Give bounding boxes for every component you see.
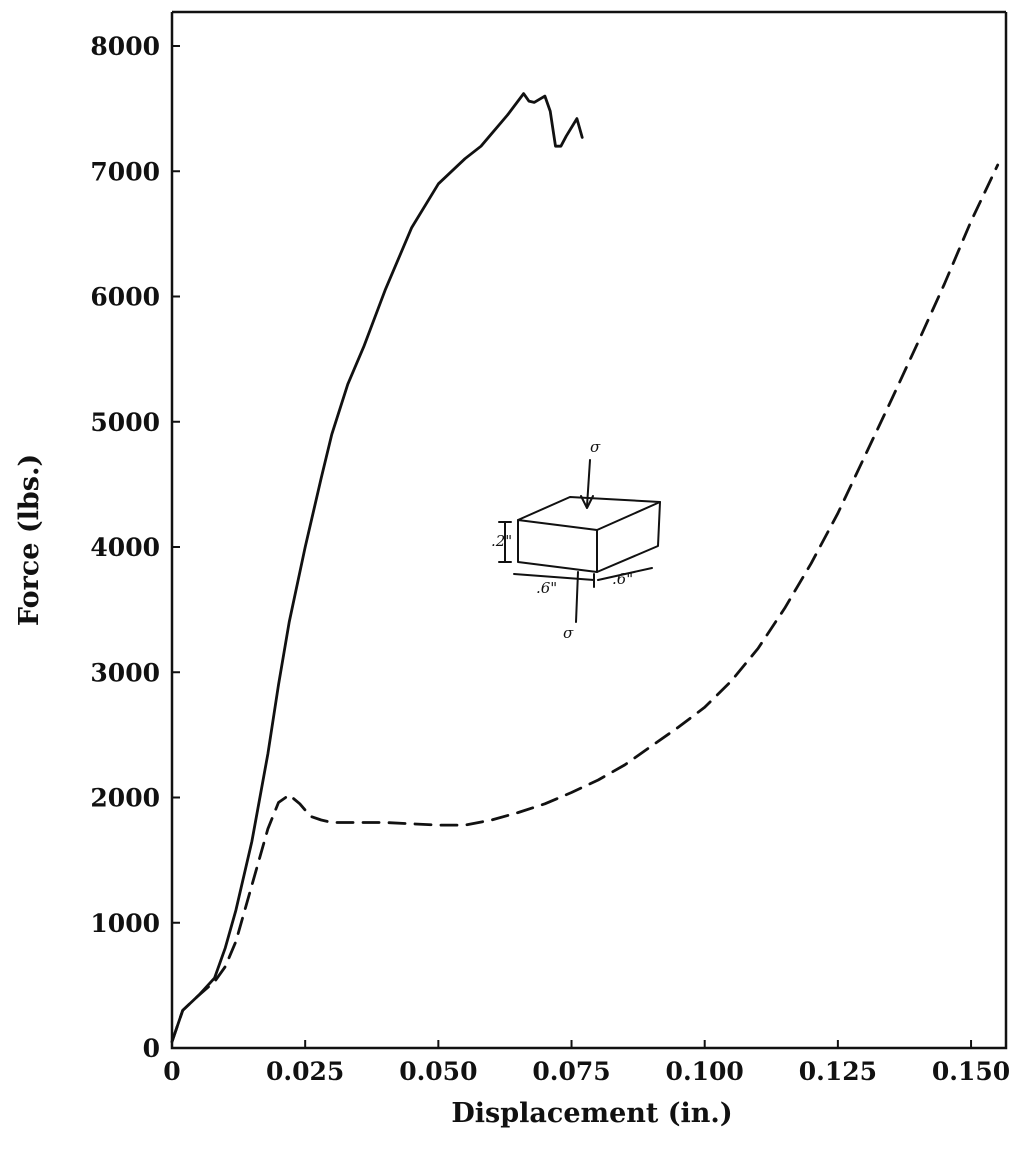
load-label-top: σ	[590, 438, 601, 456]
depth-dimension-label: .6"	[612, 570, 633, 588]
x-tick-label: 0	[163, 1057, 180, 1086]
load-label-bottom: σ	[563, 624, 574, 642]
x-tick-label: 0.125	[799, 1057, 877, 1086]
block-front-face	[517, 519, 598, 573]
plot-frame	[170, 10, 1008, 1050]
x-axis-ticks: 0 0.025 0.050 0.075 0.100 0.125 0.150	[163, 1040, 1010, 1086]
block-top-face	[517, 496, 661, 531]
y-tick-label: 2000	[90, 784, 160, 813]
y-tick-label: 7000	[90, 157, 160, 186]
width-dimension-label: .6"	[536, 579, 557, 597]
x-tick-label: 0.150	[932, 1057, 1010, 1086]
series-line-dashed	[170, 163, 1000, 1044]
load-arrow-top	[586, 459, 591, 507]
load-arrow-top-head	[580, 495, 594, 509]
y-tick-label: 5000	[90, 408, 160, 437]
series-layer	[170, 92, 1000, 1044]
y-tick-label: 3000	[90, 658, 160, 687]
y-tick-label: 1000	[90, 909, 160, 938]
x-tick-label: 0.050	[399, 1057, 477, 1086]
series-line-solid	[170, 92, 584, 1044]
y-axis-title: Force (lbs.)	[14, 454, 45, 626]
y-axis-ticks: 0 1000 2000 3000 4000 5000 6000 7000 8000	[90, 32, 180, 1063]
y-tick-label: 6000	[90, 283, 160, 312]
height-dimension-line	[498, 521, 512, 563]
x-tick-label: 0.075	[532, 1057, 610, 1086]
x-tick-label: 0.025	[266, 1057, 344, 1086]
specimen-sketch	[498, 459, 661, 623]
depth-dimension-line	[597, 567, 653, 581]
height-dimension-label: .2"	[491, 532, 512, 550]
x-axis-title: Displacement (in.)	[451, 1098, 732, 1129]
axes-frame	[170, 10, 1008, 1050]
y-tick-label: 8000	[90, 32, 160, 61]
block-right-face	[596, 501, 661, 573]
width-dimension-line	[513, 573, 595, 588]
x-tick-label: 0.100	[666, 1057, 744, 1086]
load-line-bottom	[575, 571, 579, 623]
y-tick-label: 0	[143, 1034, 160, 1063]
y-tick-label: 4000	[90, 533, 160, 562]
